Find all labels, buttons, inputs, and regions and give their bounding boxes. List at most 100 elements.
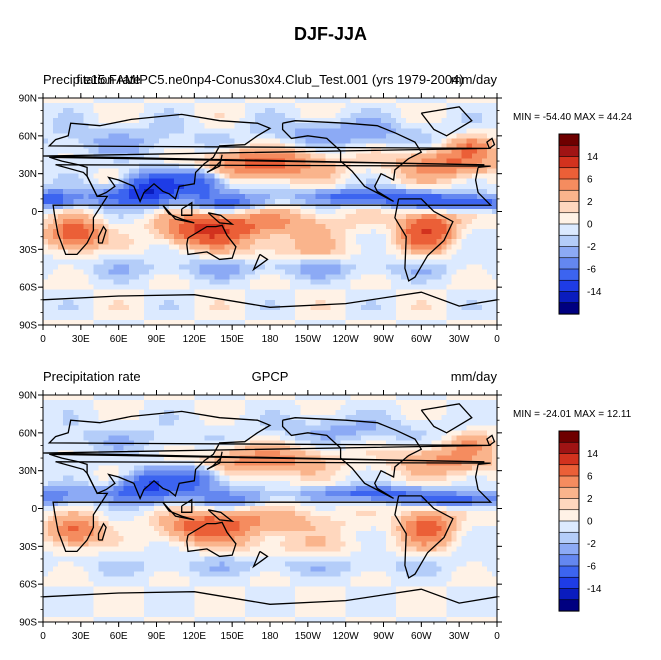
field-cell bbox=[396, 198, 402, 205]
field-cell bbox=[219, 103, 226, 109]
field-cell bbox=[315, 229, 322, 235]
field-cell bbox=[164, 430, 170, 436]
field-cell bbox=[159, 420, 165, 426]
field-cell bbox=[466, 284, 473, 291]
field-cell bbox=[340, 163, 347, 170]
field-cell bbox=[461, 203, 468, 210]
field-cell bbox=[239, 304, 246, 311]
field-cell bbox=[350, 274, 357, 281]
field-cell bbox=[78, 279, 84, 286]
field-cell bbox=[98, 410, 105, 416]
field-cell bbox=[189, 309, 195, 316]
field-cell bbox=[310, 163, 316, 170]
field-cell bbox=[461, 400, 468, 406]
field-cell bbox=[335, 208, 342, 215]
field-cell bbox=[133, 113, 140, 119]
field-cell bbox=[335, 113, 342, 119]
field-cell bbox=[244, 244, 251, 250]
field-cell bbox=[285, 289, 291, 296]
field-cell bbox=[270, 128, 276, 134]
field-cell bbox=[421, 178, 427, 185]
field-cell bbox=[199, 314, 206, 321]
field-cell bbox=[280, 430, 286, 436]
field-cell bbox=[431, 430, 438, 436]
field-cell bbox=[355, 244, 362, 250]
field-cell bbox=[249, 103, 256, 109]
field-cell bbox=[350, 395, 357, 401]
field-cell bbox=[295, 103, 301, 109]
field-cell bbox=[179, 269, 185, 276]
field-cell bbox=[219, 400, 226, 406]
field-cell bbox=[355, 274, 362, 281]
field-cell bbox=[370, 224, 377, 230]
field-cell bbox=[63, 299, 69, 306]
field-cell bbox=[406, 188, 412, 195]
field-cell bbox=[436, 193, 443, 200]
field-cell bbox=[214, 138, 221, 144]
field-cell bbox=[396, 259, 402, 266]
field-cell bbox=[63, 118, 69, 124]
field-cell bbox=[411, 188, 417, 195]
field-cell bbox=[108, 203, 115, 210]
field-cell bbox=[249, 153, 256, 160]
field-cell bbox=[83, 173, 89, 180]
field-cell bbox=[345, 133, 352, 139]
field-cell bbox=[174, 239, 180, 245]
field-cell bbox=[270, 249, 276, 255]
field-cell bbox=[270, 405, 276, 411]
field-cell bbox=[133, 269, 140, 276]
field-cell bbox=[159, 193, 165, 200]
field-cell bbox=[209, 239, 216, 245]
field-cell bbox=[113, 188, 120, 195]
field-cell bbox=[214, 420, 221, 426]
field-cell bbox=[244, 314, 251, 321]
field-cell bbox=[325, 410, 332, 416]
field-cell bbox=[83, 289, 89, 296]
field-cell bbox=[234, 98, 241, 104]
field-cell bbox=[491, 395, 497, 401]
field-cell bbox=[471, 415, 478, 421]
field-cell bbox=[446, 415, 453, 421]
field-cell bbox=[93, 234, 100, 240]
field-cell bbox=[310, 410, 316, 416]
field-cell bbox=[476, 395, 483, 401]
field-cell bbox=[88, 314, 95, 321]
field-cell bbox=[396, 153, 402, 160]
field-cell bbox=[315, 294, 322, 301]
field-cell bbox=[88, 430, 95, 436]
colorbar-label: 2 bbox=[587, 197, 593, 208]
field-cell bbox=[456, 294, 463, 301]
field-cell bbox=[370, 158, 377, 165]
field-cell bbox=[78, 138, 84, 144]
field-cell bbox=[396, 234, 402, 240]
x-tick-label: 150W bbox=[295, 334, 322, 345]
field-cell bbox=[320, 224, 327, 230]
field-cell bbox=[153, 118, 160, 124]
field-cell bbox=[330, 183, 337, 190]
field-cell bbox=[300, 425, 306, 431]
field-cell bbox=[320, 203, 327, 210]
field-cell bbox=[113, 193, 120, 200]
field-cell bbox=[184, 229, 190, 235]
field-cell bbox=[73, 400, 79, 406]
field-cell bbox=[360, 314, 367, 321]
field-cell bbox=[169, 98, 175, 104]
field-cell bbox=[103, 163, 110, 170]
field-cell bbox=[224, 405, 231, 411]
field-cell bbox=[401, 234, 407, 240]
field-cell bbox=[370, 309, 377, 316]
field-cell bbox=[204, 319, 211, 325]
field-cell bbox=[466, 108, 473, 114]
field-cell bbox=[355, 269, 362, 276]
field-cell bbox=[350, 264, 357, 271]
field-cell bbox=[471, 98, 478, 104]
field-cell bbox=[391, 415, 397, 421]
field-cell bbox=[259, 400, 266, 406]
field-cell bbox=[244, 224, 251, 230]
field-cell bbox=[461, 173, 468, 180]
field-cell bbox=[264, 304, 271, 311]
field-cell bbox=[138, 254, 145, 261]
field-cell bbox=[63, 405, 69, 411]
field-cell bbox=[209, 279, 216, 286]
